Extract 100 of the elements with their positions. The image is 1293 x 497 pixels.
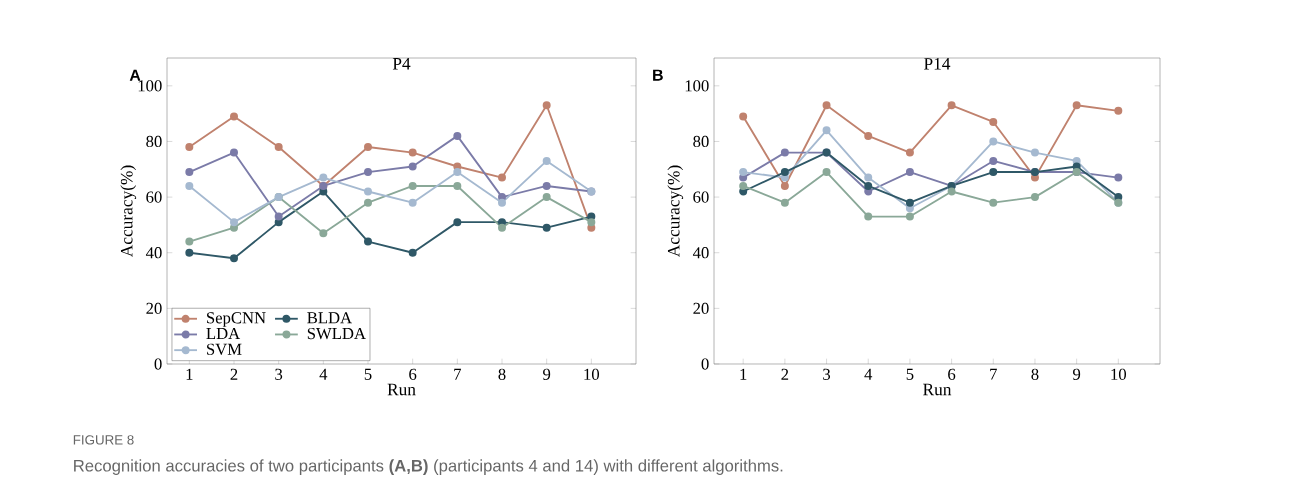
point — [364, 168, 373, 177]
point — [408, 198, 417, 207]
point — [947, 187, 956, 196]
point — [498, 198, 507, 207]
y-tick-label: 0 — [154, 358, 162, 370]
x-tick-label: 4 — [864, 368, 873, 380]
x-axis-title: Run — [923, 383, 952, 396]
point — [905, 168, 914, 177]
point — [498, 173, 507, 182]
point — [230, 148, 239, 157]
legend-label: SepCNN — [207, 312, 266, 327]
legend-label: SWLDA — [307, 327, 366, 340]
point — [364, 198, 373, 207]
caption: FIGURE 8 — [73, 435, 134, 445]
point — [989, 198, 998, 207]
point — [989, 168, 998, 177]
point — [319, 229, 328, 238]
text: B — [653, 69, 663, 81]
x-tick-label: 9 — [1073, 368, 1081, 380]
point — [274, 212, 283, 221]
point — [587, 218, 596, 227]
y-tick-label: 40 — [145, 247, 162, 259]
point — [230, 254, 239, 263]
point — [864, 181, 873, 190]
x-tick-label: 3 — [275, 368, 283, 380]
legend-label: LDA — [206, 327, 241, 339]
point — [780, 148, 789, 157]
y-tick-label: 40 — [692, 247, 709, 259]
point — [989, 137, 998, 146]
chart-title: P4 — [392, 58, 411, 70]
text: Recognition accuracies of two participants (A,B) (participants 4 and 14) with different algorithms. — [74, 459, 783, 475]
x-tick-label: 10 — [584, 368, 600, 380]
chart-title: P14 — [924, 58, 951, 70]
point — [822, 126, 831, 135]
x-tick-label: 3 — [823, 368, 831, 380]
point — [185, 237, 194, 246]
x-tick-label: 5 — [364, 368, 372, 380]
point — [739, 168, 748, 177]
legend-label: SVM — [207, 343, 242, 355]
y-tick-label: 100 — [685, 80, 709, 92]
point — [780, 168, 789, 177]
y-tick-label: 20 — [146, 302, 162, 314]
point — [1030, 148, 1039, 157]
point — [1072, 101, 1081, 110]
point — [542, 101, 551, 110]
y-tick-label: 0 — [701, 358, 709, 370]
point — [230, 112, 239, 121]
point — [905, 198, 914, 207]
point — [905, 148, 914, 157]
point — [408, 162, 417, 171]
x-tick-label: 8 — [1031, 368, 1039, 380]
point — [542, 223, 551, 232]
point — [453, 181, 462, 190]
point — [319, 173, 328, 182]
point — [364, 143, 373, 152]
point — [864, 212, 873, 221]
y-tick-label: 100 — [138, 80, 162, 92]
x-tick-label: 1 — [186, 368, 193, 380]
point — [780, 198, 789, 207]
point — [408, 248, 417, 257]
x-tick-label: 5 — [906, 368, 914, 380]
point — [1114, 173, 1123, 182]
point — [185, 143, 194, 152]
x-tick-label: 7 — [990, 368, 997, 380]
point — [822, 168, 831, 177]
point — [185, 168, 194, 177]
x-tick-label: 1 — [740, 368, 747, 380]
point — [408, 181, 417, 190]
point — [185, 181, 194, 190]
point — [230, 218, 239, 227]
point — [364, 237, 373, 246]
y-tick-label: 20 — [693, 302, 709, 314]
point — [739, 181, 748, 190]
point — [1114, 106, 1123, 115]
point — [864, 131, 873, 140]
x-tick-label: 4 — [319, 368, 328, 380]
point — [453, 168, 462, 177]
y-axis-title: Accuracy(%) — [120, 165, 137, 258]
x-tick-label: 9 — [543, 368, 551, 380]
point — [453, 218, 462, 227]
x-tick-label: 6 — [409, 368, 417, 380]
point — [905, 212, 914, 221]
point — [274, 143, 283, 152]
point — [498, 223, 507, 232]
y-tick-label: 80 — [693, 135, 709, 148]
legend-label: BLDA — [307, 312, 352, 324]
point — [947, 101, 956, 110]
x-tick-label: 6 — [948, 368, 956, 380]
point — [822, 101, 831, 110]
y-tick-label: 60 — [146, 191, 162, 203]
x-axis-title: Run — [387, 383, 416, 396]
point — [453, 131, 462, 140]
point — [989, 117, 998, 126]
point — [1072, 156, 1081, 165]
y-tick-label: 80 — [146, 135, 162, 148]
point — [780, 181, 789, 190]
text: A — [129, 69, 141, 81]
point — [989, 156, 998, 165]
point — [1030, 193, 1039, 202]
x-tick-label: 10 — [1111, 368, 1127, 380]
